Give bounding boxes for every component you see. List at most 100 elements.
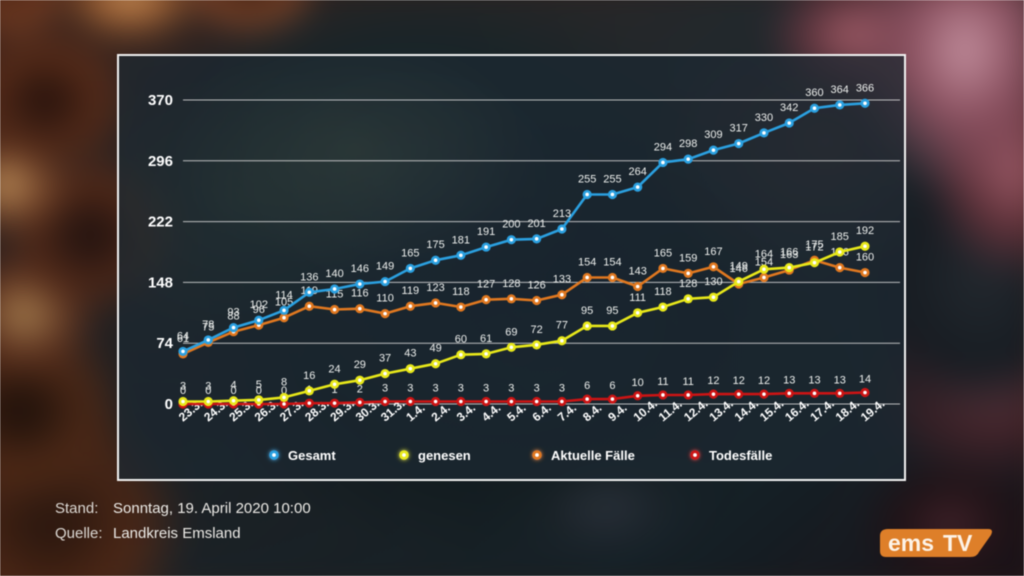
svg-text:13: 13 xyxy=(808,374,820,386)
svg-text:130: 130 xyxy=(704,276,722,288)
svg-text:364: 364 xyxy=(831,84,849,96)
svg-text:8: 8 xyxy=(281,376,287,388)
svg-text:6: 6 xyxy=(609,380,615,392)
svg-text:13: 13 xyxy=(783,374,795,386)
svg-text:128: 128 xyxy=(679,278,697,290)
svg-text:Gesamt: Gesamt xyxy=(288,448,336,463)
svg-text:330: 330 xyxy=(755,112,773,124)
svg-text:172: 172 xyxy=(805,242,823,254)
svg-text:118: 118 xyxy=(654,286,672,298)
svg-text:309: 309 xyxy=(704,129,722,141)
svg-text:15.4.: 15.4. xyxy=(757,396,786,424)
svg-text:133: 133 xyxy=(553,274,571,286)
svg-text:342: 342 xyxy=(780,102,798,114)
svg-text:110: 110 xyxy=(376,293,394,305)
svg-text:3: 3 xyxy=(559,383,565,395)
svg-text:10.4.: 10.4. xyxy=(631,396,660,424)
svg-text:149: 149 xyxy=(730,261,748,273)
svg-text:3: 3 xyxy=(483,383,489,395)
svg-text:24: 24 xyxy=(328,363,340,375)
svg-text:37: 37 xyxy=(379,353,391,365)
svg-text:360: 360 xyxy=(805,87,823,99)
svg-text:116: 116 xyxy=(351,288,369,300)
svg-text:127: 127 xyxy=(477,279,495,291)
svg-text:2: 2 xyxy=(357,383,363,395)
svg-text:29: 29 xyxy=(354,359,366,371)
svg-text:61: 61 xyxy=(480,333,492,345)
svg-text:Todesfälle: Todesfälle xyxy=(709,448,772,463)
svg-text:3: 3 xyxy=(407,383,413,395)
svg-text:181: 181 xyxy=(452,234,470,246)
svg-text:12: 12 xyxy=(733,375,745,387)
svg-text:11: 11 xyxy=(682,376,693,388)
svg-text:317: 317 xyxy=(730,123,748,135)
svg-text:74: 74 xyxy=(156,335,173,352)
svg-text:5: 5 xyxy=(256,379,262,391)
svg-text:49: 49 xyxy=(429,343,441,355)
svg-text:126: 126 xyxy=(527,279,545,291)
svg-text:18.4.: 18.4. xyxy=(833,396,862,424)
svg-text:3: 3 xyxy=(508,383,514,395)
svg-text:167: 167 xyxy=(704,246,722,258)
svg-text:78: 78 xyxy=(202,319,214,331)
svg-text:294: 294 xyxy=(654,141,672,153)
svg-text:TV: TV xyxy=(943,530,973,556)
svg-text:146: 146 xyxy=(351,263,369,275)
svg-text:12.4.: 12.4. xyxy=(681,396,710,424)
svg-text:77: 77 xyxy=(556,320,568,332)
svg-text:13: 13 xyxy=(834,374,846,386)
svg-text:16: 16 xyxy=(303,370,315,382)
svg-text:136: 136 xyxy=(300,271,318,283)
svg-text:192: 192 xyxy=(856,225,874,237)
svg-text:366: 366 xyxy=(856,82,874,94)
svg-text:17.4.: 17.4. xyxy=(807,396,836,424)
svg-text:64: 64 xyxy=(177,330,189,342)
svg-text:160: 160 xyxy=(856,252,874,264)
svg-text:3: 3 xyxy=(180,381,186,393)
svg-text:43: 43 xyxy=(404,348,416,360)
svg-text:185: 185 xyxy=(831,231,849,243)
svg-text:3: 3 xyxy=(433,383,439,395)
svg-text:111: 111 xyxy=(629,292,646,304)
svg-text:11.4.: 11.4. xyxy=(656,397,685,424)
svg-text:165: 165 xyxy=(401,247,419,259)
svg-text:166: 166 xyxy=(780,247,798,259)
svg-text:200: 200 xyxy=(502,219,520,231)
svg-text:95: 95 xyxy=(581,305,593,317)
svg-text:102: 102 xyxy=(250,299,268,311)
svg-text:4: 4 xyxy=(230,380,236,392)
svg-text:296: 296 xyxy=(148,153,173,170)
svg-text:0: 0 xyxy=(165,396,173,413)
svg-text:10: 10 xyxy=(632,377,644,389)
svg-text:140: 140 xyxy=(325,268,343,280)
svg-text:3: 3 xyxy=(382,383,388,395)
svg-text:159: 159 xyxy=(679,252,697,264)
svg-text:12: 12 xyxy=(758,375,770,387)
svg-text:149: 149 xyxy=(376,261,394,273)
svg-text:264: 264 xyxy=(628,166,646,178)
svg-text:3: 3 xyxy=(458,383,464,395)
svg-text:255: 255 xyxy=(578,173,596,185)
svg-text:255: 255 xyxy=(603,173,621,185)
svg-text:213: 213 xyxy=(553,208,571,220)
svg-text:123: 123 xyxy=(426,282,444,294)
svg-text:14: 14 xyxy=(859,373,871,385)
svg-text:69: 69 xyxy=(505,326,517,338)
svg-text:154: 154 xyxy=(603,256,621,268)
svg-text:164: 164 xyxy=(755,248,773,260)
svg-text:201: 201 xyxy=(527,218,545,230)
svg-text:370: 370 xyxy=(148,92,173,109)
svg-text:3: 3 xyxy=(534,383,540,395)
svg-text:191: 191 xyxy=(477,226,495,238)
svg-text:genesen: genesen xyxy=(418,448,471,463)
svg-text:14.4.: 14.4. xyxy=(732,396,761,424)
svg-text:119: 119 xyxy=(402,285,420,297)
svg-text:60: 60 xyxy=(455,334,467,346)
svg-text:114: 114 xyxy=(275,289,293,301)
svg-text:175: 175 xyxy=(426,239,444,251)
svg-text:72: 72 xyxy=(531,324,543,336)
svg-text:93: 93 xyxy=(227,307,239,319)
svg-text:154: 154 xyxy=(578,256,596,268)
svg-text:19.4.: 19.4. xyxy=(858,396,887,424)
svg-text:Aktuelle Fälle: Aktuelle Fälle xyxy=(551,448,635,463)
